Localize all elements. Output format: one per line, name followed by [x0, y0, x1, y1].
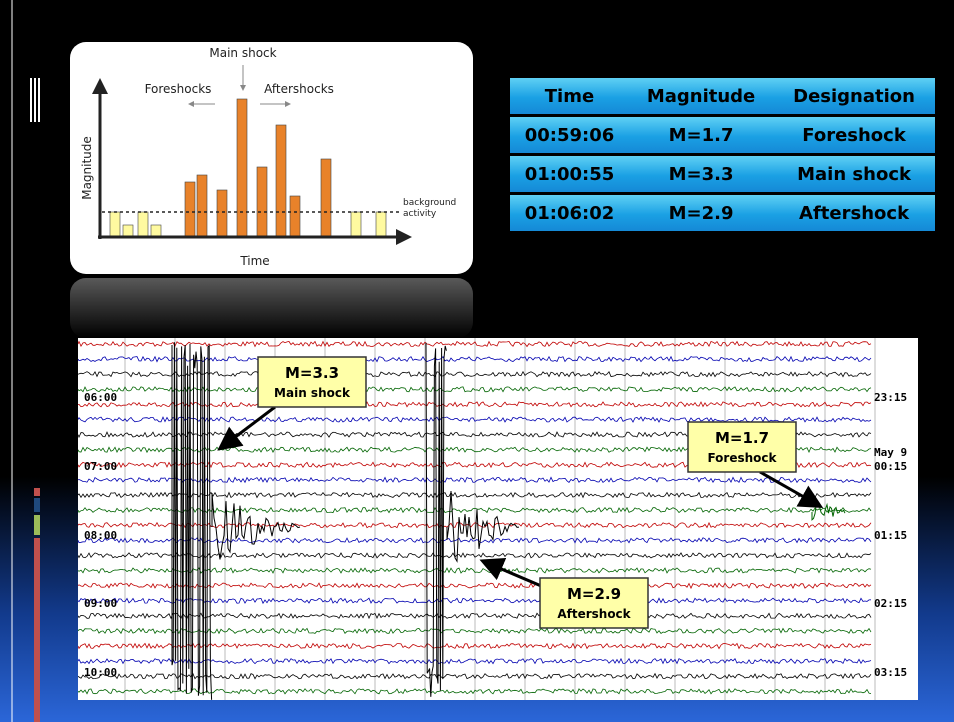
callout-magnitude: M=1.7	[715, 429, 769, 447]
decor	[34, 538, 40, 722]
cell: M=3.3	[629, 156, 773, 192]
foreshocks-label: Foreshocks	[145, 82, 212, 96]
callout-magnitude: M=2.9	[567, 585, 621, 603]
cell: 00:59:06	[510, 117, 629, 153]
decor	[34, 498, 40, 512]
left-time: 08:00	[84, 529, 117, 542]
diagram-panel	[70, 42, 473, 274]
cell: M=1.7	[629, 117, 773, 153]
left-time: 09:00	[84, 597, 117, 610]
aftershocks-label: Aftershocks	[264, 82, 334, 96]
bar-illustration	[321, 159, 331, 237]
left-time: 10:00	[84, 666, 117, 679]
header-cell: Time	[510, 78, 629, 114]
bar-illustration	[185, 182, 195, 237]
background-label: background activity	[403, 198, 463, 220]
y-axis-label: Magnitude	[80, 136, 94, 200]
cell: 01:06:02	[510, 195, 629, 231]
decor	[34, 515, 40, 535]
decor	[34, 488, 40, 496]
bar-illustration	[197, 175, 207, 237]
cell: 01:00:55	[510, 156, 629, 192]
bar-illustration	[351, 212, 361, 237]
slide: Main shock Foreshocks Aftershocks Magnit…	[0, 0, 954, 722]
bar-illustration	[276, 125, 286, 237]
cell: Main shock	[773, 156, 935, 192]
cell: Aftershock	[773, 195, 935, 231]
decor	[38, 78, 40, 122]
cell: M=2.9	[629, 195, 773, 231]
cell: Foreshock	[773, 117, 935, 153]
x-axis-label: Time	[239, 254, 269, 268]
left-time: 06:00	[84, 391, 117, 404]
decor	[34, 78, 36, 122]
left-time: 07:00	[84, 460, 117, 473]
callout-magnitude: M=3.3	[285, 364, 339, 382]
callout-label: Foreshock	[707, 451, 777, 465]
main-shock-label: Main shock	[209, 46, 276, 60]
bar-illustration	[138, 212, 148, 237]
bar-illustration	[376, 212, 386, 237]
bar-illustration	[257, 167, 267, 237]
right-time: 23:15	[874, 391, 907, 404]
callout-label: Main shock	[274, 386, 351, 400]
bar-illustration	[237, 99, 247, 237]
right-time: 01:15	[874, 529, 907, 542]
header-cell: Magnitude	[629, 78, 773, 114]
date-label: May 9	[874, 446, 907, 459]
bar-illustration	[217, 190, 227, 237]
bar-illustration	[151, 225, 161, 237]
callout-label: Aftershock	[557, 607, 631, 621]
reflection	[70, 278, 473, 338]
right-time: 02:15	[874, 597, 907, 610]
decor	[30, 78, 32, 122]
right-time: 03:15	[874, 666, 907, 679]
right-time: 00:15	[874, 460, 907, 473]
bar-illustration	[110, 212, 120, 237]
header-cell: Designation	[773, 78, 935, 114]
bar-illustration	[123, 225, 133, 237]
bar-illustration	[290, 196, 300, 237]
